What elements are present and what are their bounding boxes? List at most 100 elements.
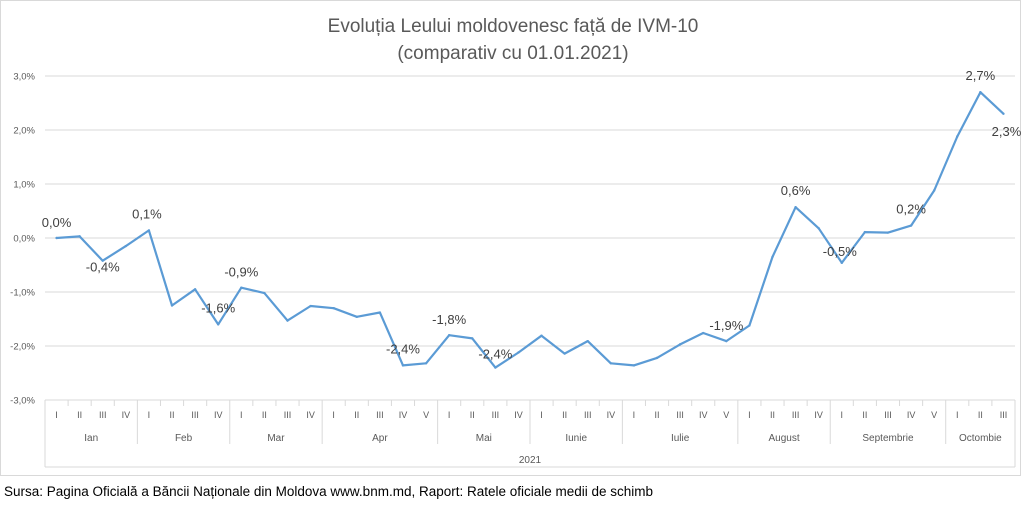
week-label: IV xyxy=(399,410,408,420)
data-point xyxy=(55,236,58,240)
data-point xyxy=(147,229,151,232)
series xyxy=(55,91,1005,369)
week-label: I xyxy=(448,410,451,420)
line-chart: Evoluția Leului moldovenesc față de IVM-… xyxy=(10,16,1022,468)
week-label: II xyxy=(354,410,359,420)
week-label: III xyxy=(376,410,384,420)
week-label: I xyxy=(956,410,959,420)
data-point xyxy=(78,235,81,238)
data-point xyxy=(725,339,728,343)
data-point xyxy=(1002,112,1005,116)
month-label: Octombie xyxy=(959,433,1002,444)
week-label: IV xyxy=(122,410,131,420)
data-point xyxy=(702,331,705,335)
data-point xyxy=(401,364,405,367)
data-point xyxy=(447,334,451,337)
week-label: IV xyxy=(607,410,616,420)
week-label: IV xyxy=(907,410,916,420)
data-label: -1,9% xyxy=(709,318,743,333)
data-point xyxy=(378,311,382,314)
week-label: II xyxy=(470,410,475,420)
month-label: August xyxy=(768,433,799,444)
data-point xyxy=(540,334,543,337)
data-label: 2,3% xyxy=(992,124,1022,139)
week-label: IV xyxy=(214,410,223,420)
week-label: III xyxy=(792,410,800,420)
data-labels: 0,0% -0,4% 0,1% -1,6% -0,9% -2,4% -1,8% -2,4% -1… xyxy=(42,68,1022,361)
gridlines xyxy=(45,75,1015,401)
week-label: IV xyxy=(814,410,823,420)
week-label: I xyxy=(540,410,543,420)
data-point xyxy=(170,304,174,307)
data-label: -0,4% xyxy=(86,260,120,275)
week-label: III xyxy=(492,410,500,420)
chart-frame: Evoluția Leului moldovenesc față de IVM-… xyxy=(0,0,1022,476)
data-point xyxy=(517,351,520,354)
week-label: I xyxy=(240,410,243,420)
week-label: III xyxy=(676,410,684,420)
data-point xyxy=(240,286,243,289)
week-label: II xyxy=(170,410,175,420)
week-label: IV xyxy=(306,410,315,420)
week-label: I xyxy=(148,410,151,420)
data-point xyxy=(678,343,682,346)
week-label: V xyxy=(931,410,937,420)
data-label: -1,6% xyxy=(201,300,235,315)
week-label: II xyxy=(562,410,567,420)
data-label: -1,8% xyxy=(432,312,466,327)
data-point xyxy=(124,244,128,248)
data-label: 0,0% xyxy=(42,215,72,230)
data-point xyxy=(471,337,474,340)
week-label: III xyxy=(584,410,592,420)
week-label: I xyxy=(633,410,636,420)
y-tick-label: -2,0% xyxy=(10,342,35,353)
data-point xyxy=(424,362,428,365)
week-label: IV xyxy=(699,410,708,420)
data-point xyxy=(863,230,867,234)
week-label: II xyxy=(262,410,267,420)
month-label: Apr xyxy=(372,433,388,444)
week-label: II xyxy=(978,410,983,420)
data-label: 0,2% xyxy=(896,202,926,217)
month-label: Iulie xyxy=(671,433,690,444)
week-label: II xyxy=(655,410,660,420)
year-label: 2021 xyxy=(519,455,542,466)
data-point xyxy=(494,366,497,369)
data-point xyxy=(817,227,820,230)
data-point xyxy=(309,304,312,308)
y-tick-label: -1,0% xyxy=(10,288,35,299)
week-label: IV xyxy=(514,410,523,420)
data-point xyxy=(932,189,936,192)
data-point xyxy=(217,323,220,326)
data-point xyxy=(886,231,890,234)
week-label: V xyxy=(423,410,429,420)
y-tick-label: 2,0% xyxy=(13,126,35,137)
series-line xyxy=(56,91,1005,369)
data-point xyxy=(909,224,913,227)
data-label: 0,6% xyxy=(781,183,811,198)
data-point xyxy=(956,135,959,138)
data-label: -0,9% xyxy=(224,265,258,280)
data-point xyxy=(586,339,589,343)
week-label: I xyxy=(748,410,751,420)
week-label: III xyxy=(884,410,892,420)
data-point xyxy=(563,352,566,355)
week-label: II xyxy=(770,410,775,420)
week-label: I xyxy=(841,410,844,420)
month-label: Mai xyxy=(476,433,492,444)
data-point xyxy=(794,206,797,209)
data-point xyxy=(355,315,358,319)
month-label: Mar xyxy=(267,433,285,444)
month-label: Ian xyxy=(84,433,98,444)
data-label: -2,4% xyxy=(386,341,420,356)
week-label: I xyxy=(332,410,335,420)
week-label: III xyxy=(99,410,107,420)
chart-subtitle: (comparativ cu 01.01.2021) xyxy=(397,43,628,64)
week-label: III xyxy=(284,410,292,420)
data-label: -0,5% xyxy=(823,244,857,259)
data-point xyxy=(979,91,982,94)
data-point xyxy=(332,307,335,310)
data-point xyxy=(655,356,659,360)
month-label: Feb xyxy=(175,433,193,444)
